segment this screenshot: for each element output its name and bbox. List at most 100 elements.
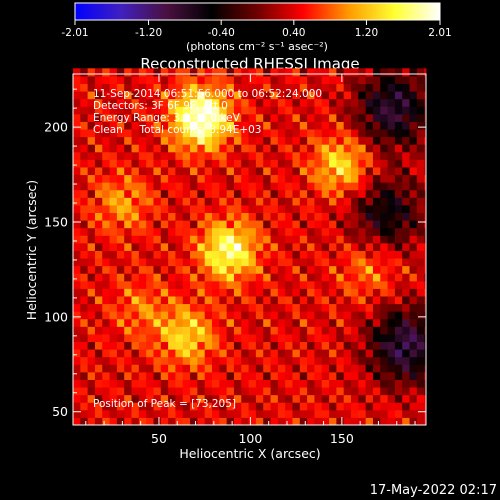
heatmap-cell [197, 235, 206, 244]
heatmap-cell [321, 318, 330, 327]
heatmap-cell [138, 98, 147, 107]
heatmap-cell [248, 68, 257, 77]
heatmap-cell [299, 151, 308, 160]
heatmap-cell [131, 326, 140, 335]
heatmap-cell [277, 371, 286, 380]
heatmap-cell [212, 106, 220, 115]
heatmap-cell [292, 197, 301, 206]
heatmap-cell [329, 349, 337, 358]
heatmap-cell [87, 341, 96, 350]
heatmap-cell [343, 151, 352, 160]
heatmap-cell [270, 409, 279, 418]
heatmap-cell [226, 311, 235, 320]
heatmap-cell [402, 417, 411, 426]
heatmap-cell [314, 235, 323, 244]
heatmap-cell [175, 166, 184, 176]
heatmap-cell [131, 227, 140, 236]
heatmap-cell [343, 144, 352, 153]
heatmap-cell [387, 174, 396, 183]
heatmap-cell [80, 417, 89, 426]
heatmap-cell [394, 68, 403, 77]
heatmap-cell [190, 326, 198, 335]
heatmap-cell [80, 326, 89, 335]
x-tick-label: 150 [330, 431, 354, 446]
heatmap-cell [314, 318, 323, 327]
heatmap-cell [153, 394, 162, 403]
heatmap-cell [299, 417, 308, 426]
heatmap-cell [387, 387, 396, 396]
heatmap-cell [314, 371, 323, 380]
heatmap-cell [197, 364, 206, 373]
heatmap-cell [285, 326, 293, 335]
heatmap-cell [358, 265, 367, 274]
heatmap-cell [270, 341, 279, 350]
heatmap-cell [80, 182, 89, 191]
heatmap-cell [329, 280, 337, 289]
heatmap-cell [424, 174, 427, 183]
heatmap-cell [394, 356, 403, 365]
heatmap-cell [299, 349, 308, 358]
heatmap-cell [394, 113, 403, 122]
heatmap-cell [358, 417, 367, 426]
heatmap-cell [321, 258, 330, 267]
heatmap-cell [102, 356, 111, 365]
heatmap-cell [270, 204, 279, 213]
heatmap-cell [94, 121, 103, 130]
heatmap-cell [416, 144, 425, 153]
colorbar-strip [74, 2, 441, 21]
heatmap-cell [80, 83, 89, 92]
heatmap-cell [255, 151, 264, 160]
heatmap-cell [270, 75, 279, 84]
heatmap-cell [336, 326, 345, 335]
heatmap-cell [314, 387, 323, 396]
heatmap-cell [241, 349, 250, 358]
heatmap-cell [87, 417, 96, 426]
heatmap-cell [394, 280, 403, 289]
heatmap-cell [87, 174, 96, 183]
heatmap-cell [365, 250, 374, 259]
heatmap-cell [372, 371, 381, 380]
heatmap-cell [394, 91, 403, 100]
heatmap-cell [233, 394, 242, 403]
heatmap-cell [175, 341, 184, 350]
heatmap-cell [270, 356, 279, 365]
heatmap-cell [343, 341, 352, 350]
heatmap-cell [372, 333, 381, 343]
heatmap-cell [124, 197, 133, 206]
heatmap-cell [175, 371, 184, 380]
heatmap-cell [87, 113, 96, 122]
heatmap-cell [336, 295, 345, 305]
heatmap-cell [292, 75, 301, 84]
heatmap-cell [314, 280, 323, 289]
heatmap-cell [168, 189, 176, 198]
heatmap-cell [124, 227, 133, 236]
heatmap-cell [255, 371, 264, 380]
heatmap-cell [285, 113, 293, 122]
heatmap-cell [146, 144, 154, 153]
heatmap-cell [248, 318, 257, 327]
heatmap-cell [124, 242, 133, 251]
heatmap-cell [131, 136, 140, 145]
heatmap-cell [80, 144, 89, 153]
heatmap-cell [116, 333, 125, 343]
heatmap-cell [409, 402, 418, 411]
heatmap-cell [116, 409, 125, 418]
heatmap-cell [73, 212, 81, 221]
heatmap-cell [219, 318, 228, 327]
heatmap-cell [109, 182, 118, 191]
heatmap-cell [329, 258, 337, 267]
heatmap-cell [212, 91, 220, 100]
heatmap-cell [168, 242, 176, 251]
heatmap-cell [402, 83, 411, 92]
heatmap-cell [409, 311, 418, 320]
heatmap-cell [109, 280, 118, 289]
heatmap-cell [248, 113, 257, 122]
heatmap-cell [197, 129, 206, 138]
heatmap-cell [365, 174, 374, 183]
heatmap-cell [321, 273, 330, 282]
heatmap-cell [380, 387, 389, 396]
heatmap-cell [94, 258, 103, 267]
heatmap-cell [314, 273, 323, 282]
heatmap-cell [409, 333, 418, 343]
heatmap-cell [241, 280, 250, 289]
